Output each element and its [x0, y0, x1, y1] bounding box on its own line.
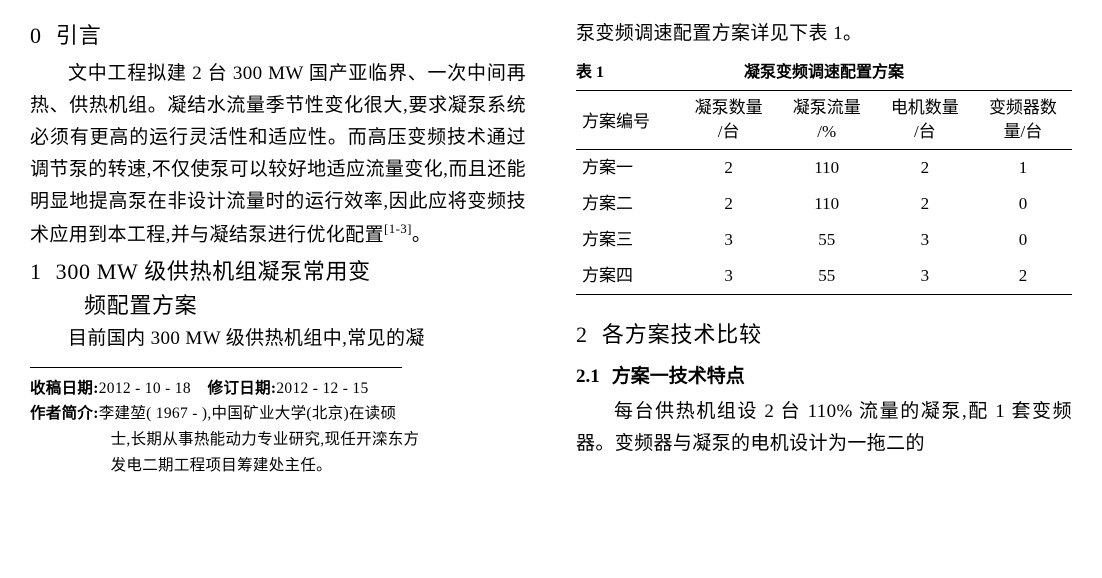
table-row: 方案一 2 110 2 1: [576, 150, 1072, 187]
section-2-1-p1-text: 每台供热机组设 2 台 110% 流量的凝泵,配 1 套变频器。变频器与凝泵的电…: [576, 401, 1072, 454]
section-1-number: 1: [30, 259, 42, 284]
section-1-p1-text: 目前国内 300 MW 级供热机组中,常见的凝: [68, 328, 425, 349]
table-row: 方案三 3 55 3 0: [576, 222, 1072, 258]
left-column: 0 引言 文中工程拟建 2 台 300 MW 国产亚临界、一次中间再热、供热机组。…: [30, 18, 551, 568]
footnote-author: 作者简介:李建堃( 1967 - ),中国矿业大学(北京)在读硕 士,长期从事热…: [30, 401, 526, 478]
table-1-caption: 表 1 凝泵变频调速配置方案: [576, 58, 1072, 82]
section-0-number: 0: [30, 23, 42, 49]
author-line1: 李建堃( 1967 - ),中国矿业大学(北京)在读硕: [99, 405, 397, 422]
table-head-motor-count-unit: /台: [876, 120, 974, 150]
table-head-pump-count-unit: /台: [680, 120, 778, 150]
table-row: 方案四 3 55 3 2: [576, 258, 1072, 295]
section-1-title-line1: 300 MW 级供热机组凝泵常用变: [56, 259, 371, 284]
section-1-heading: 1 300 MW 级供热机组凝泵常用变 频配置方案: [30, 255, 526, 323]
table-cell: 0: [974, 186, 1072, 222]
table-head-pump-flow-unit: /%: [778, 120, 876, 150]
table-cell: 0: [974, 222, 1072, 258]
table-head-vfd-count: 变频器数: [974, 90, 1072, 120]
footnote-separator: [30, 367, 402, 368]
table-row: 方案二 2 110 2 0: [576, 186, 1072, 222]
table-header-row-1: 方案编号 凝泵数量 凝泵流量 电机数量 变频器数: [576, 90, 1072, 120]
footnote-dates: 收稿日期:2012 - 10 - 18 修订日期:2012 - 12 - 15: [30, 376, 526, 402]
section-0-title: 引言: [56, 23, 102, 48]
table-cell: 110: [778, 150, 876, 187]
citation-1-3: [1-3]: [384, 221, 412, 236]
section-1-title-line2: 频配置方案: [30, 289, 526, 323]
section-1-paragraph: 目前国内 300 MW 级供热机组中,常见的凝: [30, 323, 526, 355]
table-cell: 3: [680, 258, 778, 295]
table-cell: 3: [876, 222, 974, 258]
table-cell-scheme: 方案二: [576, 186, 680, 222]
section-0-heading: 0 引言: [30, 18, 526, 50]
section-2-title: 各方案技术比较: [602, 322, 762, 347]
table-cell-scheme: 方案三: [576, 222, 680, 258]
section-0-p1-text: 文中工程拟建 2 台 300 MW 国产亚临界、一次中间再热、供热机组。凝结水流…: [30, 63, 526, 245]
table-head-motor-count: 电机数量: [876, 90, 974, 120]
table-cell-scheme: 方案一: [576, 150, 680, 187]
revised-date: 2012 - 12 - 15: [276, 380, 368, 397]
table-1-title: 凝泵变频调速配置方案: [636, 58, 1072, 82]
table-cell: 2: [876, 150, 974, 187]
received-date: 2012 - 10 - 18: [99, 380, 191, 397]
section-2-1-paragraph: 每台供热机组设 2 台 110% 流量的凝泵,配 1 套变频器。变频器与凝泵的电…: [576, 396, 1072, 460]
section-2-number: 2: [576, 322, 588, 347]
section-2-1-heading: 2.1 方案一技术特点: [576, 361, 1072, 388]
table-cell: 2: [680, 150, 778, 187]
right-lead-text: 泵变频调速配置方案详见下表 1。: [576, 18, 1072, 50]
table-cell-scheme: 方案四: [576, 258, 680, 295]
revised-label: 修订日期:: [208, 380, 277, 397]
table-1: 方案编号 凝泵数量 凝泵流量 电机数量 变频器数 /台 /% /台 量/台 方案…: [576, 90, 1072, 296]
table-cell: 2: [974, 258, 1072, 295]
table-cell: 110: [778, 186, 876, 222]
section-2-1-title: 方案一技术特点: [612, 366, 745, 387]
section-0-p1-end: 。: [412, 224, 431, 245]
table-cell: 2: [680, 186, 778, 222]
table-cell: 55: [778, 222, 876, 258]
table-head-pump-flow: 凝泵流量: [778, 90, 876, 120]
author-label: 作者简介:: [30, 405, 99, 422]
table-cell: 55: [778, 258, 876, 295]
table-cell: 3: [680, 222, 778, 258]
footnote-block: 收稿日期:2012 - 10 - 18 修订日期:2012 - 12 - 15 …: [30, 376, 526, 478]
right-column: 泵变频调速配置方案详见下表 1。 表 1 凝泵变频调速配置方案 方案编号 凝泵数…: [551, 18, 1072, 568]
table-1-label: 表 1: [576, 58, 636, 82]
table-head-pump-count: 凝泵数量: [680, 90, 778, 120]
table-cell: 2: [876, 186, 974, 222]
section-0-paragraph: 文中工程拟建 2 台 300 MW 国产亚临界、一次中间再热、供热机组。凝结水流…: [30, 58, 526, 251]
table-cell: 1: [974, 150, 1072, 187]
received-label: 收稿日期:: [30, 380, 99, 397]
table-head-vfd-count-unit: 量/台: [974, 120, 1072, 150]
author-line3: 发电二期工程项目筹建处主任。: [30, 453, 526, 479]
author-line2: 士,长期从事热能动力专业研究,现任开滦东方: [30, 427, 526, 453]
section-2-heading: 2 各方案技术比较: [576, 317, 1072, 349]
table-head-scheme: 方案编号: [576, 90, 680, 149]
section-2-1-number: 2.1: [576, 366, 600, 387]
table-cell: 3: [876, 258, 974, 295]
